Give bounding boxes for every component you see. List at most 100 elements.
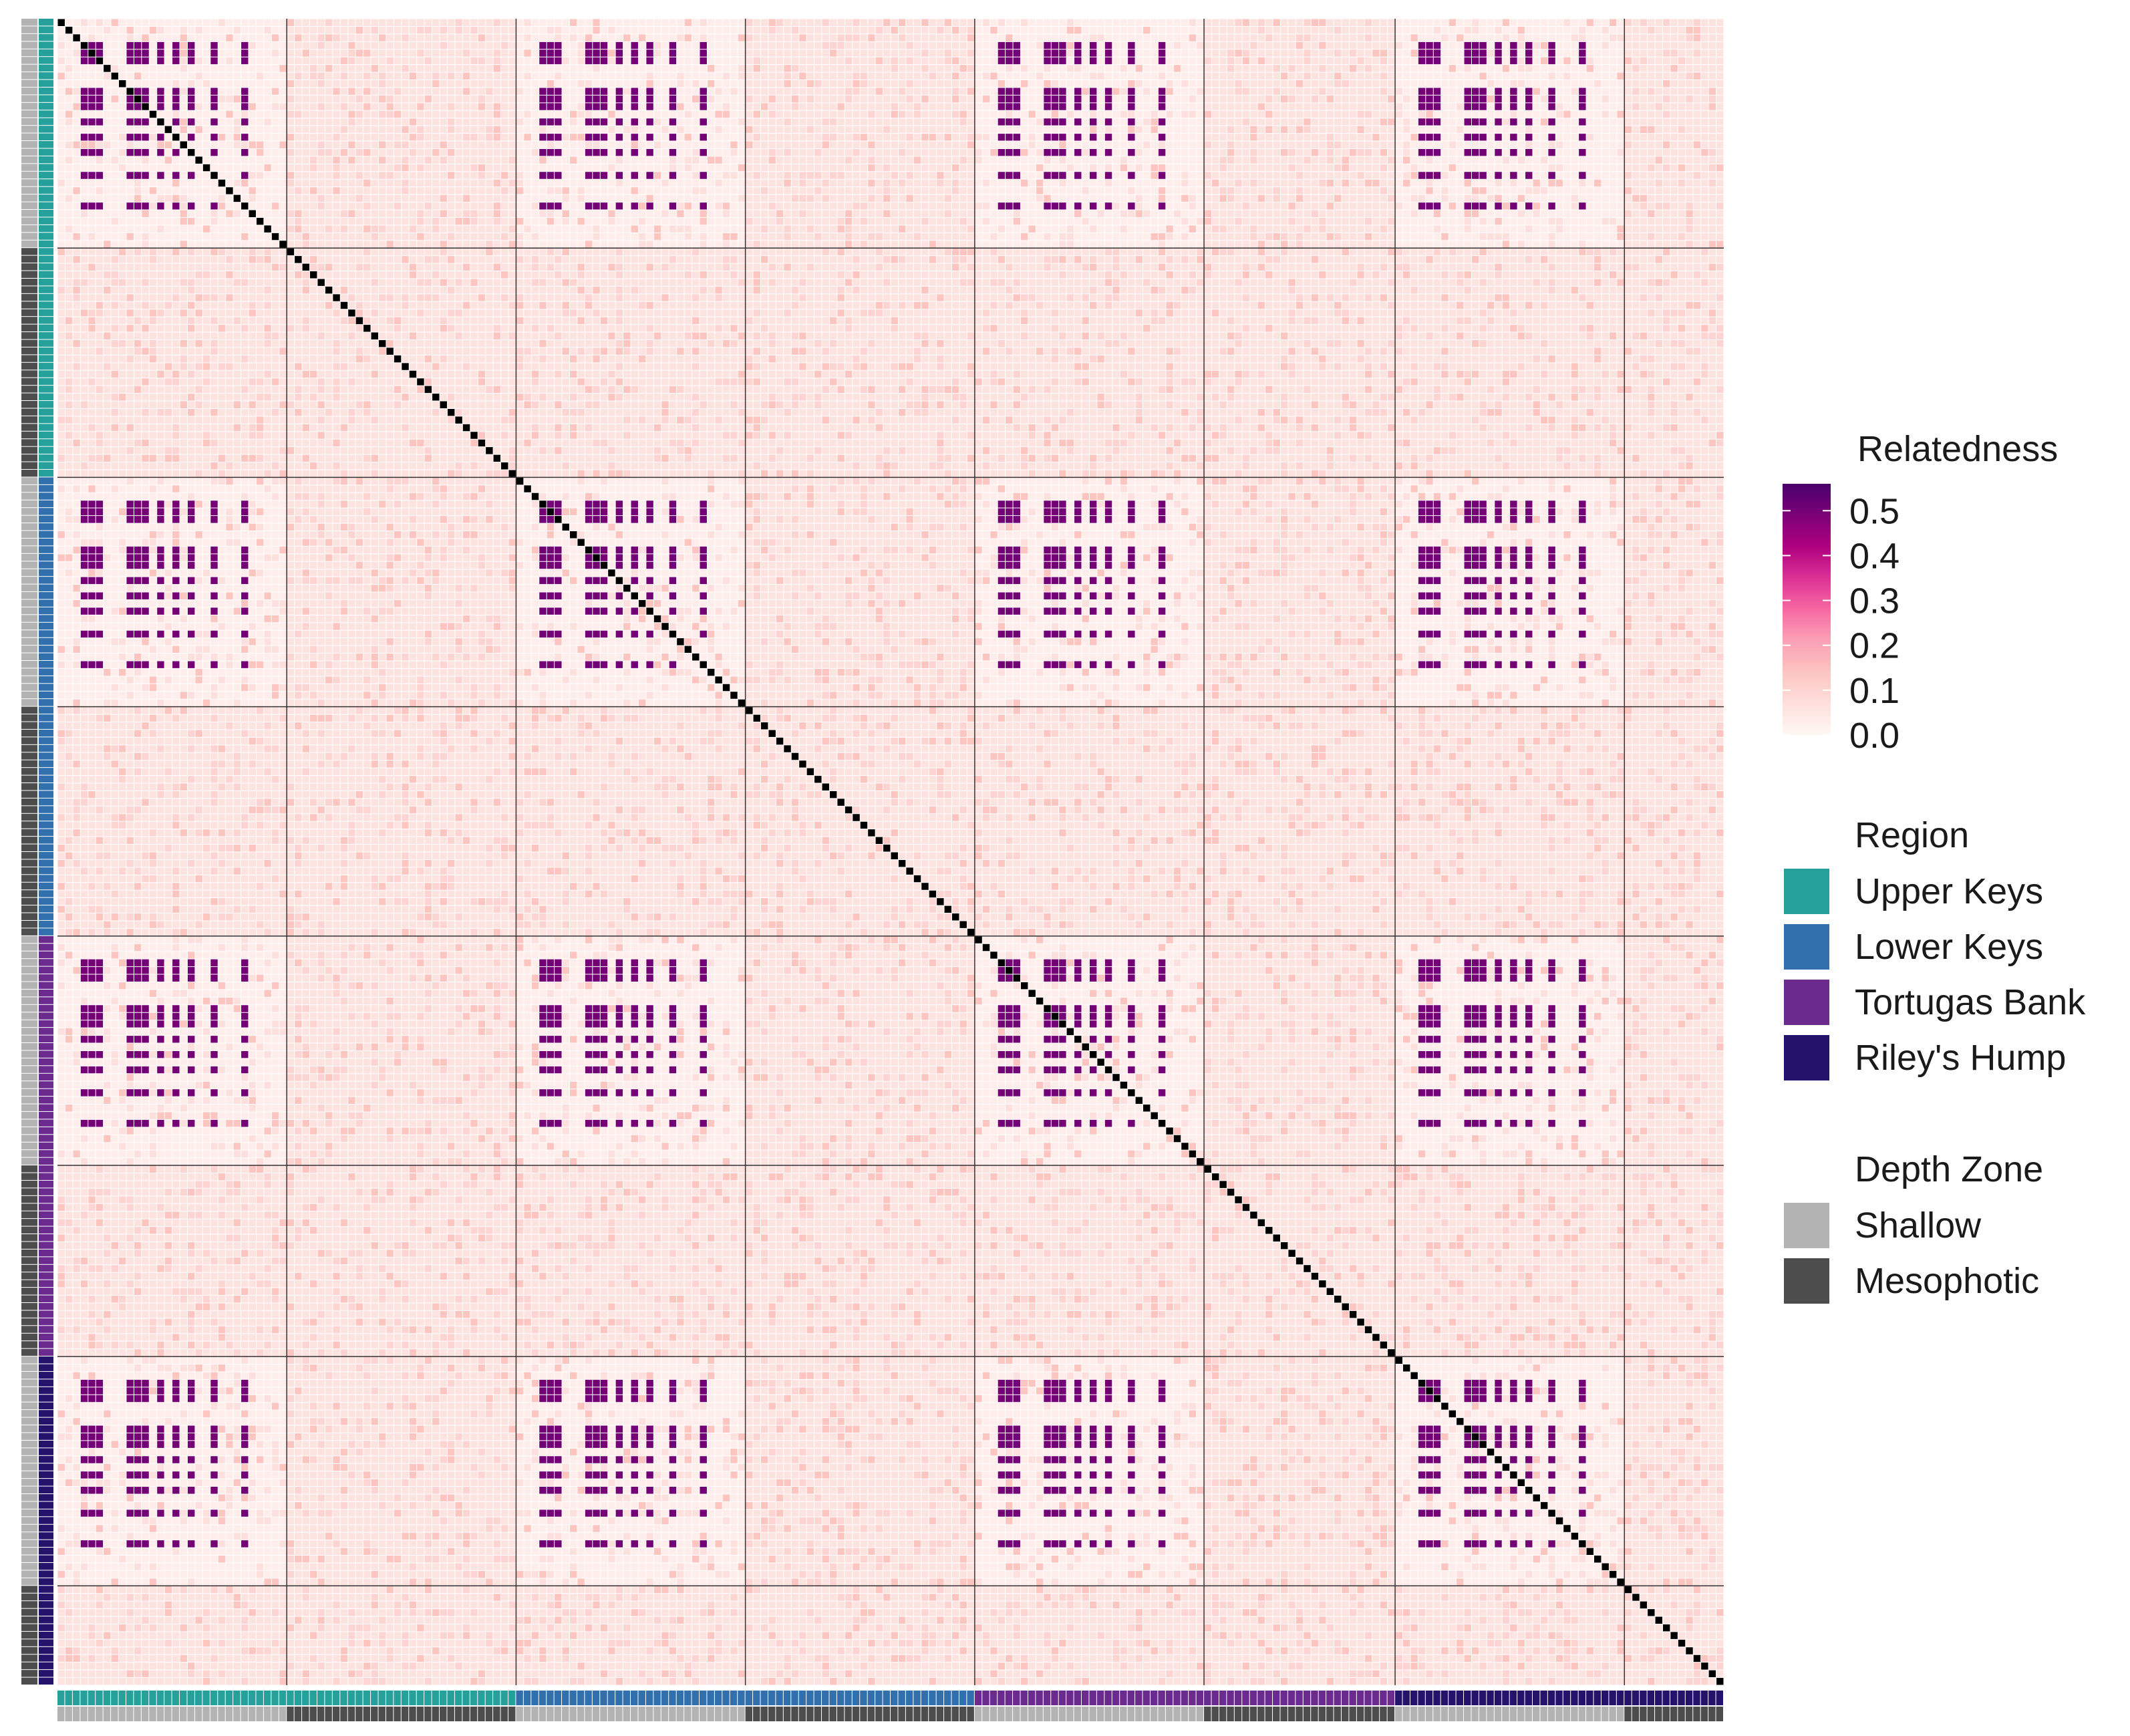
heatmap-cell [88, 57, 96, 65]
heatmap-cell [416, 102, 425, 111]
heatmap-cell [798, 126, 807, 134]
heatmap-cell [791, 26, 800, 35]
heatmap-cell [1479, 87, 1487, 96]
heatmap-cell [1525, 95, 1533, 104]
heatmap-cell [990, 126, 998, 134]
heatmap-cell [72, 87, 81, 96]
heatmap-cell [607, 186, 616, 195]
heatmap-cell [1380, 186, 1388, 195]
heatmap-cell [1700, 110, 1709, 119]
heatmap-cell [974, 33, 983, 42]
heatmap-cell [103, 179, 112, 188]
heatmap-cell [783, 179, 792, 188]
heatmap-cell [1402, 87, 1411, 96]
heatmap-cell [1341, 57, 1350, 65]
heatmap-cell [860, 126, 869, 134]
heatmap-cell [829, 102, 838, 111]
heatmap-cell [96, 80, 104, 88]
heatmap-cell [164, 141, 173, 149]
heatmap-cell [1616, 19, 1625, 27]
heatmap-cell [500, 26, 509, 35]
heatmap-cell [852, 141, 861, 149]
heatmap-cell [401, 164, 410, 172]
heatmap-cell [1211, 19, 1220, 27]
heatmap-cell [118, 64, 127, 73]
heatmap-cell [309, 57, 318, 65]
heatmap-cell [218, 133, 226, 142]
heatmap-cell [998, 186, 1006, 195]
heatmap-cell [1303, 171, 1312, 180]
heatmap-cell [1449, 118, 1457, 126]
heatmap-cell [531, 72, 540, 80]
heatmap-cell [1402, 126, 1411, 134]
heatmap-cell [424, 64, 432, 73]
heatmap-cell [1066, 87, 1074, 96]
heatmap-cell [607, 19, 616, 27]
heatmap-cell [96, 26, 104, 35]
heatmap-cell [806, 133, 814, 142]
heatmap-cell [845, 95, 853, 104]
heatmap-cell [210, 102, 218, 111]
heatmap-cell [569, 186, 578, 195]
heatmap-cell [1211, 64, 1220, 73]
heatmap-cell [1555, 171, 1564, 180]
heatmap-cell [860, 156, 869, 164]
heatmap-cell [317, 19, 325, 27]
heatmap-cell [363, 171, 371, 180]
heatmap-cell [990, 95, 998, 104]
heatmap-cell [1120, 148, 1128, 157]
heatmap-cell [1326, 156, 1334, 164]
heatmap-cell [1547, 26, 1556, 35]
heatmap-cell [883, 49, 891, 57]
heatmap-cell [1647, 118, 1656, 126]
heatmap-cell [1616, 57, 1625, 65]
heatmap-cell [1089, 141, 1098, 149]
heatmap-cell [225, 118, 234, 126]
heatmap-cell [836, 179, 845, 188]
heatmap-cell [661, 41, 669, 50]
heatmap-cell [829, 141, 838, 149]
heatmap-cell [645, 49, 654, 57]
heatmap-cell [1273, 118, 1281, 126]
heatmap-cell [317, 156, 325, 164]
heatmap-cell [470, 118, 478, 126]
heatmap-cell [783, 95, 792, 104]
heatmap-cell [836, 186, 845, 195]
heatmap-cell [898, 171, 907, 180]
heatmap-cell [1326, 80, 1334, 88]
heatmap-cell [1640, 95, 1648, 104]
heatmap-cell [806, 179, 814, 188]
heatmap-cell [1624, 87, 1633, 96]
heatmap-cell [1120, 26, 1128, 35]
heatmap-cell [386, 164, 394, 172]
heatmap-cell [1219, 49, 1227, 57]
heatmap-cell [822, 156, 830, 164]
heatmap-cell [462, 186, 471, 195]
heatmap-cell [867, 80, 876, 88]
heatmap-cell [1525, 118, 1533, 126]
heatmap-cell [1494, 64, 1503, 73]
heatmap-cell [921, 80, 929, 88]
heatmap-cell [1418, 148, 1426, 157]
heatmap-cell [1249, 95, 1258, 104]
heatmap-cell [1693, 126, 1702, 134]
heatmap-cell [730, 19, 738, 27]
heatmap-cell [569, 49, 578, 57]
heatmap-cell [783, 57, 792, 65]
heatmap-cell [936, 148, 945, 157]
heatmap-cell [699, 80, 708, 88]
heatmap-cell [1303, 19, 1312, 27]
heatmap-cell [1464, 26, 1472, 35]
heatmap-cell [470, 102, 478, 111]
heatmap-cell [798, 141, 807, 149]
heatmap-cell [1624, 179, 1633, 188]
heatmap-cell [898, 72, 907, 80]
heatmap-cell [111, 133, 119, 142]
heatmap-cell [1112, 141, 1120, 149]
heatmap-cell [967, 179, 975, 188]
heatmap-cell [187, 19, 196, 27]
heatmap-cell [707, 110, 716, 119]
heatmap-cell [1708, 26, 1716, 35]
heatmap-cell [1433, 72, 1442, 80]
heatmap-cell [1005, 110, 1014, 119]
